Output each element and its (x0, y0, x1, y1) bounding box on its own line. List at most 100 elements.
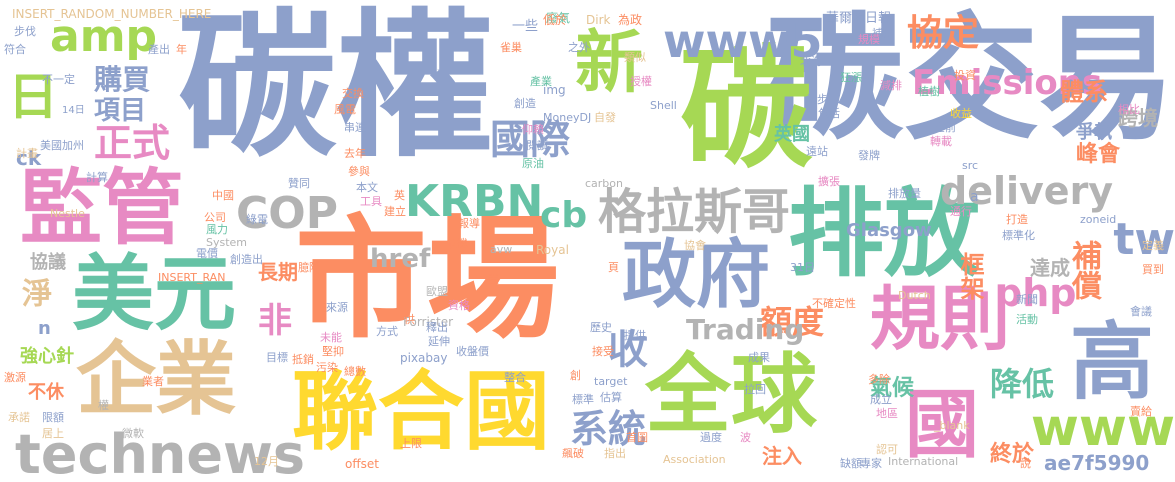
word-cloud-word: 收益 (950, 107, 972, 120)
word-cloud-word: Dutch (898, 289, 931, 302)
word-cloud-word: 格拉斯哥 (598, 184, 791, 240)
word-cloud-word: pixabay (400, 351, 448, 365)
word-cloud-word: Dirk (586, 13, 611, 27)
word-cloud-word: 協定 (907, 13, 980, 54)
word-cloud-word: 接受 (592, 345, 614, 358)
word-cloud-word: 置 (488, 273, 499, 286)
word-cloud-word: 承諾 (8, 411, 30, 424)
word-cloud-word: 額度 (760, 303, 825, 341)
word-cloud-word: 臆降 (298, 261, 320, 274)
word-cloud-word: 多除 (868, 373, 890, 386)
word-cloud-word: 風電 (334, 103, 356, 116)
word-cloud-word: 提供 (624, 329, 646, 342)
word-cloud-word: 不確定性 (812, 297, 856, 310)
word-cloud-word: 激源 (4, 371, 26, 384)
word-cloud-word: 建立 (384, 205, 406, 218)
word-cloud-word: 串連 (344, 121, 366, 134)
word-cloud-word: 產業 (530, 75, 552, 88)
word-cloud-word: 地區 (876, 407, 898, 420)
word-cloud-word: 體系 (1060, 78, 1108, 106)
word-cloud-word: Glasgow (846, 220, 932, 241)
word-cloud-word: 峰會 (1076, 142, 1121, 167)
word-cloud-word: 規模 (858, 33, 880, 46)
word-cloud-word: 減排 (880, 79, 902, 92)
word-cloud-word: System (206, 236, 248, 249)
word-cloud-word: 長期 (258, 260, 298, 284)
word-cloud-word: 電價 (196, 247, 218, 260)
word-cloud-word: 淨 (22, 277, 52, 312)
word-cloud-word: Royal (536, 243, 569, 257)
word-cloud-word: delivery (940, 169, 1114, 213)
word-cloud-word: 拉回 (744, 383, 766, 396)
word-cloud-word: 公司 (204, 211, 226, 224)
word-cloud-word: 波 (740, 431, 751, 444)
word-cloud-word: 相比 (1118, 103, 1140, 116)
word-cloud-word: 規則 (870, 278, 1010, 360)
word-cloud-word: 過度 (700, 431, 722, 444)
word-cloud-word: 未能 (320, 331, 342, 344)
word-cloud-word: 廢氣 (546, 11, 571, 25)
word-cloud-word: 框架 (956, 252, 984, 300)
word-cloud-word: 英 (394, 189, 405, 202)
word-cloud-word: 整合 (504, 371, 526, 384)
word-cloud-word: 工具 (360, 195, 382, 208)
word-cloud-word: 通行 (950, 205, 972, 218)
word-cloud-word: 延伸 (428, 335, 450, 348)
word-cloud-word: Association (663, 453, 726, 466)
word-cloud-word: Trading (686, 313, 805, 346)
word-cloud-word: 日 (8, 68, 58, 126)
word-cloud-word: avw (490, 243, 513, 256)
word-cloud-word: 成果 (748, 351, 770, 364)
word-cloud-word: 產出 (148, 43, 170, 56)
word-cloud-word: tw (1113, 214, 1175, 265)
word-cloud-word: 新 (575, 24, 644, 103)
word-cloud-word: 步伐 (14, 25, 36, 38)
word-cloud-word: 來源 (326, 301, 348, 314)
word-cloud-word: INSERT_RANDOM_NUMBER_HERE (12, 7, 212, 21)
word-cloud-word: Shell (650, 99, 677, 112)
word-cloud-word: 全球 (645, 345, 817, 445)
word-cloud-word: 打造 (1006, 213, 1028, 226)
word-cloud-word: 雀巢 (500, 41, 522, 54)
word-cloud-word: 企業 (76, 333, 236, 426)
word-cloud-word: 定義 (1142, 239, 1164, 252)
word-cloud-word: 收 (608, 327, 648, 373)
word-cloud-word: 高 (1070, 313, 1155, 411)
word-cloud-word: 估算 (600, 391, 622, 404)
word-cloud-word: KRBN (405, 176, 544, 227)
word-cloud-word: 原油 (522, 157, 544, 170)
word-cloud-word: 12月 (254, 455, 279, 468)
word-cloud-word: 歷史 (590, 321, 612, 334)
word-cloud-word: 標準化 (1002, 229, 1035, 242)
word-cloud-word: 新聞 (1016, 293, 1038, 306)
word-cloud-word: _blank (934, 419, 970, 432)
word-cloud-word: 31日 (790, 261, 815, 274)
word-cloud-word: zoneid (1080, 213, 1117, 226)
word-cloud-word: MoneyDJ (543, 111, 592, 124)
word-cloud-word: href (370, 244, 431, 274)
word-cloud-word: 低於 (543, 13, 568, 27)
word-cloud-word: 美國加州 (40, 139, 84, 152)
word-cloud-word: 去年 (344, 147, 366, 160)
word-cloud-word: 交換 (342, 87, 364, 100)
word-cloud-word: 頁 (608, 261, 619, 274)
word-cloud-word: n (38, 318, 51, 339)
word-cloud-word: 跨境 (1118, 106, 1158, 130)
word-cloud-word: 年 (176, 43, 187, 56)
word-cloud-word: 終於 (990, 442, 1035, 467)
word-cloud-word: 危機 (446, 237, 468, 250)
word-cloud-word: 缺額 (840, 457, 862, 470)
word-cloud-word: src (962, 159, 979, 172)
word-cloud-word: 計算 (86, 171, 108, 184)
word-cloud-word: International (888, 455, 959, 468)
word-cloud-word: 排放 (788, 178, 980, 290)
word-cloud-word: 一些 (512, 19, 539, 34)
word-cloud-word: 降低 (990, 365, 1055, 403)
word-cloud-word: 協議 (30, 252, 66, 273)
word-cloud-word: Nestle (50, 207, 85, 220)
word-cloud-word: 狂漲 (840, 71, 862, 84)
word-cloud-word: 授權 (630, 75, 652, 88)
word-cloud-word: 植樹 (918, 85, 940, 98)
word-cloud-word: 上限 (400, 437, 422, 450)
word-cloud-word: 碳交易 (767, 1, 1175, 159)
